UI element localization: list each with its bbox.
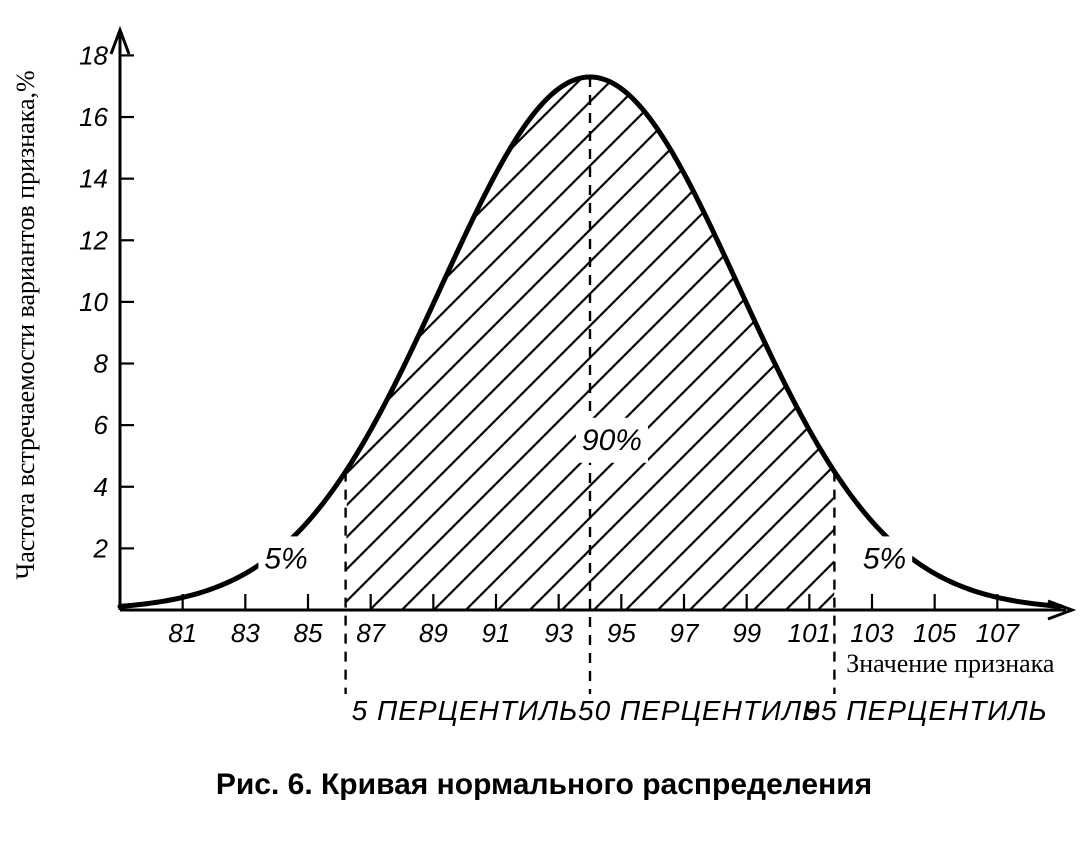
figure-caption: Рис. 6. Кривая нормального распределения: [0, 768, 1088, 802]
p05-label: 5 ПЕРЦЕНТИЛЬ: [352, 695, 579, 726]
hatched-region: [0, 67, 1088, 610]
x-tick-label: 101: [788, 618, 831, 648]
normal-distribution-chart: 2 4 6 8 10 12 14 16 18 81 83 85 87 89 91 93 95 97 99 101 103…: [0, 0, 1088, 849]
right-tail-label: 5%: [863, 542, 906, 575]
p95-label: 95 ПЕРЦЕНТИЛЬ: [804, 695, 1047, 726]
x-tick-label: 87: [356, 618, 386, 648]
y-tick-label: 2: [93, 533, 109, 563]
x-tick-label: 93: [544, 618, 573, 648]
y-axis-label: Частота встречаемости вариантов признака…: [11, 70, 40, 579]
y-tick-label: 6: [94, 410, 109, 440]
y-tick-label: 16: [79, 102, 108, 132]
y-tick-label: 14: [79, 164, 108, 194]
x-tick-label: 95: [607, 618, 636, 648]
x-tick-label: 107: [976, 618, 1021, 648]
y-tick-label: 18: [79, 40, 108, 70]
x-tick-label: 99: [732, 618, 761, 648]
x-tick-label: 85: [294, 618, 323, 648]
left-tail-label: 5%: [264, 542, 307, 575]
y-tick-label: 12: [79, 225, 108, 255]
x-tick-label: 97: [670, 618, 700, 648]
y-tick-label: 10: [79, 287, 108, 317]
x-tick-label: 91: [482, 618, 511, 648]
x-tick-label: 81: [168, 618, 197, 648]
x-axis-label: Значение признака: [846, 649, 1055, 678]
p50-label: 50 ПЕРЦЕНТИЛЬ: [578, 695, 821, 726]
y-tick-label: 4: [94, 472, 108, 502]
x-tick-label: 89: [419, 618, 448, 648]
x-tick-label: 83: [231, 618, 260, 648]
x-tick-label: 103: [850, 618, 894, 648]
x-tick-label: 105: [913, 618, 957, 648]
y-tick-label: 8: [94, 349, 109, 379]
center-region-label: 90%: [582, 424, 642, 457]
